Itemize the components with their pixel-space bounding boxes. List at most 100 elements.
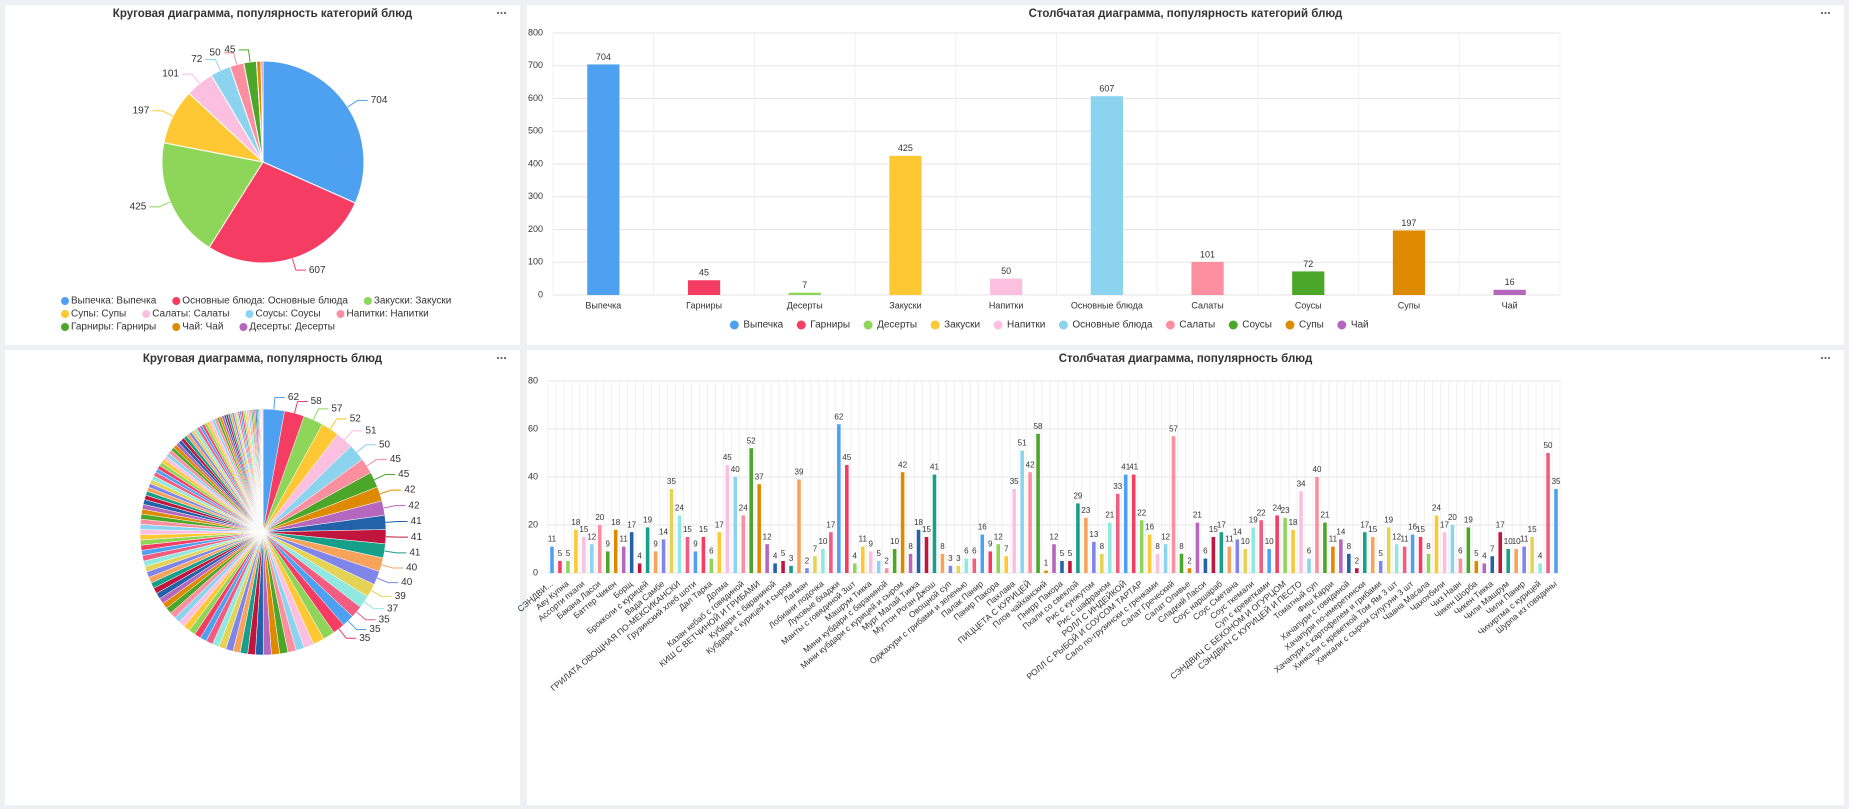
- bar: [988, 551, 993, 573]
- label-line: [385, 520, 408, 523]
- value-label: 58: [311, 396, 323, 407]
- panel: [527, 5, 1844, 345]
- menu-dot: [503, 11, 507, 15]
- value-label: 35: [1552, 477, 1561, 486]
- value-label: 37: [755, 472, 764, 481]
- legend-label: Напитки: [1007, 320, 1045, 331]
- bar: [590, 544, 594, 573]
- value-label: 15: [699, 525, 708, 534]
- bar: [1275, 515, 1279, 573]
- bar: [1386, 527, 1391, 573]
- bar: [574, 529, 578, 573]
- bar: [1315, 477, 1319, 573]
- y-tick-label: 800: [528, 27, 543, 37]
- bar: [1482, 563, 1487, 573]
- value-label: 11: [620, 535, 629, 544]
- label-line: [181, 73, 200, 84]
- value-label: 10: [1265, 537, 1274, 546]
- value-label: 18: [1289, 518, 1298, 527]
- menu-dot: [500, 356, 503, 360]
- value-label: 8: [1426, 542, 1431, 551]
- legend-marker: [1285, 320, 1295, 330]
- value-label: 9: [606, 540, 611, 549]
- bar: [1466, 527, 1471, 573]
- bar: [1163, 544, 1168, 573]
- value-label: 8: [1347, 542, 1352, 551]
- bar: [837, 424, 841, 573]
- value-label: 9: [693, 540, 698, 549]
- value-label: 42: [898, 460, 907, 469]
- label-line: [347, 99, 368, 108]
- menu-dot: [1824, 11, 1827, 15]
- label-line: [356, 611, 376, 621]
- value-label: 24: [1432, 504, 1441, 513]
- label-line: [381, 564, 404, 569]
- value-label: 15: [1528, 525, 1537, 534]
- bar: [908, 553, 913, 573]
- value-label: 101: [1200, 249, 1215, 259]
- value-label: 40: [401, 577, 413, 588]
- value-label: 19: [1384, 516, 1393, 525]
- bar: [868, 551, 873, 573]
- x-tick-label: Основные блюда: [1071, 300, 1143, 310]
- value-label: 11: [1329, 535, 1338, 544]
- value-label: 4: [637, 552, 642, 561]
- value-label: 5: [566, 549, 571, 558]
- legend-marker: [336, 310, 345, 318]
- legend: Выпечка Гарниры Десерты Закуски Напитки Основ…: [729, 319, 1369, 331]
- x-tick-label: Гарниры: [686, 300, 722, 310]
- value-label: 62: [288, 392, 300, 403]
- bar: [1292, 271, 1325, 295]
- value-label: 16: [1145, 523, 1154, 532]
- bar: [1060, 561, 1064, 573]
- legend-marker: [1058, 320, 1068, 330]
- bar: [1402, 546, 1407, 573]
- value-label: 2: [805, 556, 810, 565]
- label-line: [152, 110, 174, 117]
- bar: [852, 563, 857, 573]
- legend-marker: [1337, 320, 1347, 330]
- value-label: 8: [1179, 542, 1184, 551]
- bar: [765, 544, 769, 573]
- value-label: 62: [834, 412, 843, 421]
- bar: [1115, 493, 1120, 573]
- value-label: 12: [994, 532, 1003, 541]
- chart-title: Столбчатая диаграмма, популярность блюд: [1059, 353, 1313, 365]
- value-label: 33: [1113, 482, 1122, 491]
- bar: [932, 474, 937, 573]
- bar: [1418, 537, 1423, 573]
- value-label: 17: [715, 520, 724, 529]
- value-label: 20: [1448, 513, 1457, 522]
- bar: [637, 563, 642, 573]
- value-label: 51: [1018, 439, 1027, 448]
- value-label: 42: [1026, 460, 1035, 469]
- value-label: 12: [763, 532, 772, 541]
- bar: [1211, 537, 1216, 573]
- value-label: 58: [1034, 422, 1043, 431]
- bar: [1546, 453, 1550, 573]
- value-label: 18: [914, 518, 923, 527]
- bar: [1426, 553, 1431, 573]
- bar: [1450, 525, 1455, 573]
- x-tick-label: Закуски: [889, 300, 921, 310]
- value-label: 607: [309, 265, 326, 276]
- legend-marker: [863, 320, 873, 330]
- value-label: 22: [1137, 508, 1146, 517]
- value-label: 21: [1193, 511, 1202, 520]
- value-label: 21: [1105, 511, 1114, 520]
- value-label: 11: [859, 535, 868, 544]
- value-label: 8: [940, 542, 945, 551]
- bar: [749, 448, 753, 573]
- legend-label: Гарниры: [810, 320, 850, 331]
- legend-label: Закуски: [944, 320, 980, 331]
- legend-marker: [796, 320, 806, 330]
- bar: [1131, 474, 1136, 573]
- value-label: 24: [739, 504, 748, 513]
- bar: [1179, 553, 1184, 573]
- legend-marker: [61, 323, 69, 331]
- y-tick-label: 60: [528, 423, 538, 433]
- value-label: 40: [731, 465, 740, 474]
- legend-label: Супы: [1299, 320, 1324, 331]
- value-label: 35: [379, 614, 391, 625]
- x-tick-label: Чай: [1502, 300, 1518, 310]
